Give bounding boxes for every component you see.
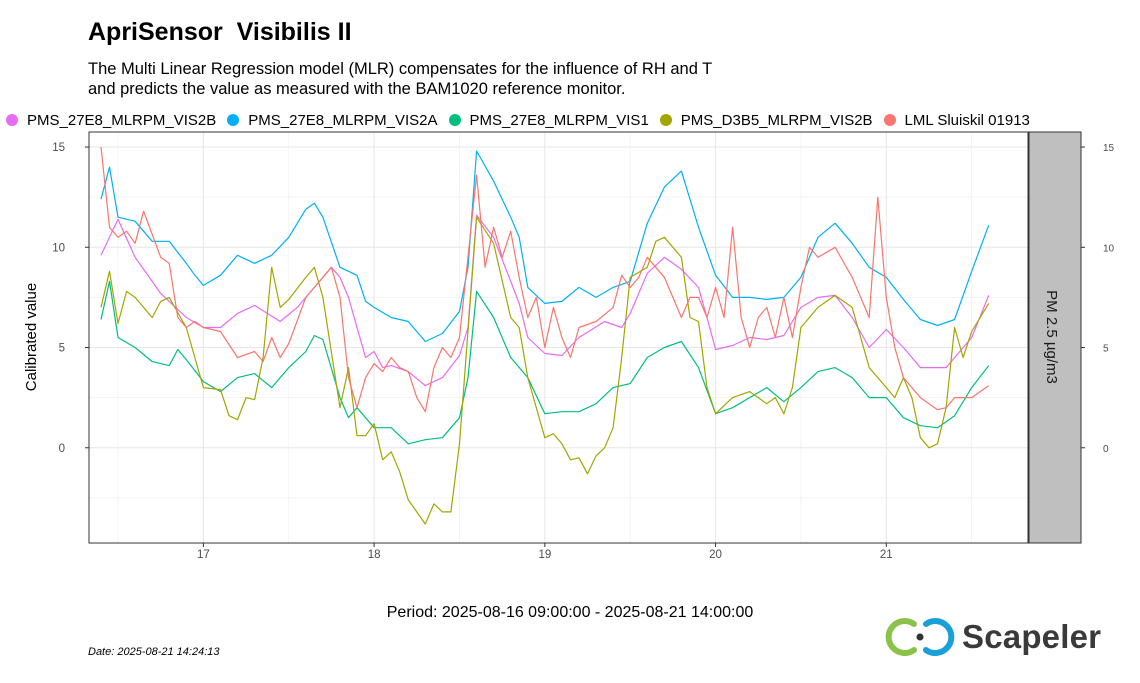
series-line-3 [100,280,990,445]
y-tick-label-right: 10 [1103,243,1115,254]
x-tick-label: 20 [709,549,722,561]
y-tick-label-right: 15 [1103,143,1115,154]
scapeler-logo-icon [885,618,955,656]
axis-ticks: 17 18 19 20 21 0 0 5 5 10 10 15 15 [52,142,1114,561]
x-tick-label: 17 [197,549,210,561]
logo-text: Scapeler [962,618,1102,655]
legend-item-vis1: PMS_27E8_MLRPM_VIS1 [448,111,649,129]
y-tick-label-left: 10 [52,242,65,254]
series-line-1 [100,214,990,387]
legend-dot-vis1 [448,114,461,126]
series-lines [100,146,990,525]
x-tick-label: 19 [538,549,551,561]
legend-dot-lml [883,114,896,126]
legend-item-lml: LML Sluiskil 01913 [883,111,1030,129]
date-label: Date: 2025-08-21 14:24:13 [88,646,220,658]
legend-label-vis2a: PMS_27E8_MLRPM_VIS2A [248,111,438,129]
legend-dot-vis2a [227,114,240,126]
legend-item-vis2a: PMS_27E8_MLRPM_VIS2A [227,111,438,129]
scapeler-logo: Scapeler [884,616,1101,658]
subtitle-line-1: The Multi Linear Regression model (MLR) … [88,60,713,78]
legend: PMS_27E8_MLRPM_VIS2B PMS_27E8_MLRPM_VIS2… [6,110,1041,130]
plot-border [88,131,1029,544]
legend-label-vis2b: PMS_27E8_MLRPM_VIS2B [27,111,217,129]
legend-dot-vis2b [6,114,18,126]
x-tick-label: 18 [368,549,381,561]
facet-label: PM 2.5 µg/m3 [1043,290,1060,384]
series-line-5 [100,146,990,413]
legend-label-vis1: PMS_27E8_MLRPM_VIS1 [469,111,649,129]
facet-strip [1028,131,1082,544]
y-tick-label-right: 0 [1103,444,1109,455]
y-axis-label: Calibrated value [23,283,40,391]
legend-label-lml: LML Sluiskil 01913 [904,111,1030,129]
legend-item-vis2b: PMS_27E8_MLRPM_VIS2B [6,112,216,129]
chart-title: ApriSensor Visibilis II [88,18,352,46]
y-tick-label-left: 15 [52,142,65,154]
y-tick-label-left: 5 [59,343,65,355]
legend-dot-d3b5 [659,114,672,126]
period-label: Period: 2025-08-16 09:00:00 - 2025-08-21… [386,604,754,621]
chart-subtitle: The Multi Linear Regression model (MLR) … [88,59,712,99]
legend-label-d3b5: PMS_D3B5_MLRPM_VIS2B [680,111,873,129]
plot-panel [89,132,1028,543]
series-line-4 [100,216,990,525]
subtitle-line-2: and predicts the value as measured with … [88,80,626,98]
legend-item-d3b5: PMS_D3B5_MLRPM_VIS2B [659,111,873,129]
y-tick-label-right: 5 [1103,344,1109,355]
y-tick-label-left: 0 [59,443,65,455]
series-line-2 [100,150,990,343]
x-tick-label: 21 [880,549,893,561]
